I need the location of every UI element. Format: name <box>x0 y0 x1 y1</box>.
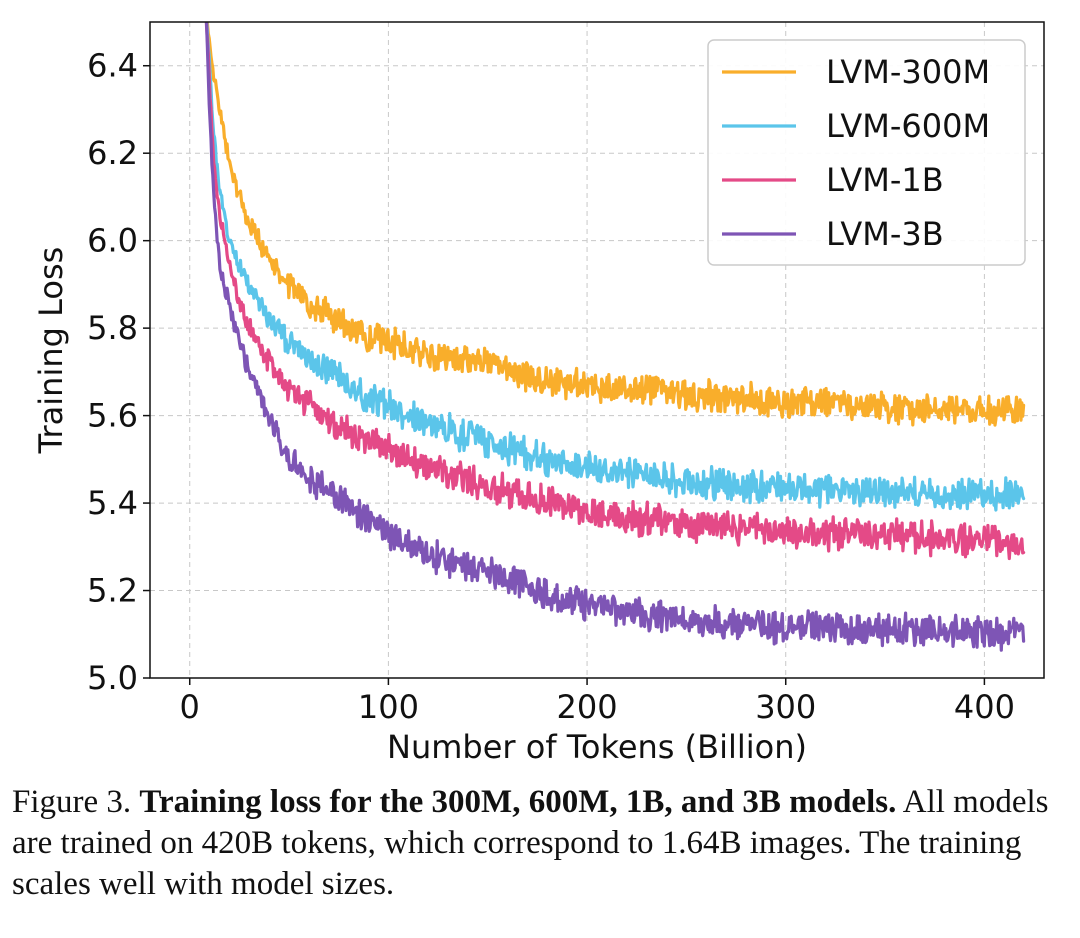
legend-label: LVM-3B <box>826 215 944 253</box>
series-line-lvm-300m <box>205 22 1026 427</box>
y-tick-label: 5.6 <box>87 397 138 435</box>
caption-bold: Training loss for the 300M, 600M, 1B, an… <box>139 784 897 820</box>
legend: LVM-300M LVM-600M LVM-1B LVM-3B <box>707 39 1026 266</box>
legend-label: LVM-300M <box>826 53 990 91</box>
legend-label: LVM-600M <box>826 107 990 145</box>
y-tick-label: 5.8 <box>87 309 138 347</box>
ticks: 0 100 200 300 400 5.0 5.2 5.4 5.6 5.8 6.0 6.2 6.4 <box>87 47 1015 726</box>
y-tick-label: 6.0 <box>87 222 138 260</box>
legend-box <box>707 39 1026 266</box>
legend-label: LVM-1B <box>826 161 944 199</box>
loss-chart: 0 100 200 300 400 5.0 5.2 5.4 5.6 5.8 6.0 6.2 6.4 Nu… <box>32 21 1045 766</box>
caption-prefix: Figure 3. <box>12 784 132 820</box>
y-axis-label: Training Loss <box>32 247 70 455</box>
y-tick-label: 6.2 <box>87 134 138 172</box>
caption-body: All models are trained on 420B tokens, w… <box>12 784 1049 902</box>
x-tick-label: 100 <box>358 688 419 726</box>
x-tick-label: 400 <box>954 688 1015 726</box>
y-tick-label: 5.2 <box>87 572 138 610</box>
series-line-lvm-3b <box>204 22 1026 652</box>
y-tick-label: 5.4 <box>87 484 138 522</box>
x-axis-label: Number of Tokens (Billion) <box>387 728 807 766</box>
x-tick-label: 200 <box>557 688 618 726</box>
series-line-lvm-600m <box>205 22 1026 512</box>
y-tick-label: 6.4 <box>87 47 138 85</box>
x-tick-label: 300 <box>755 688 816 726</box>
y-tick-label: 5.0 <box>87 659 138 697</box>
series-line-lvm-1b <box>204 22 1026 561</box>
figure-caption: Figure 3. Training loss for the 300M, 60… <box>12 782 1072 905</box>
x-tick-label: 0 <box>180 688 200 726</box>
series-group <box>204 22 1026 652</box>
plot-frame <box>149 21 1045 679</box>
